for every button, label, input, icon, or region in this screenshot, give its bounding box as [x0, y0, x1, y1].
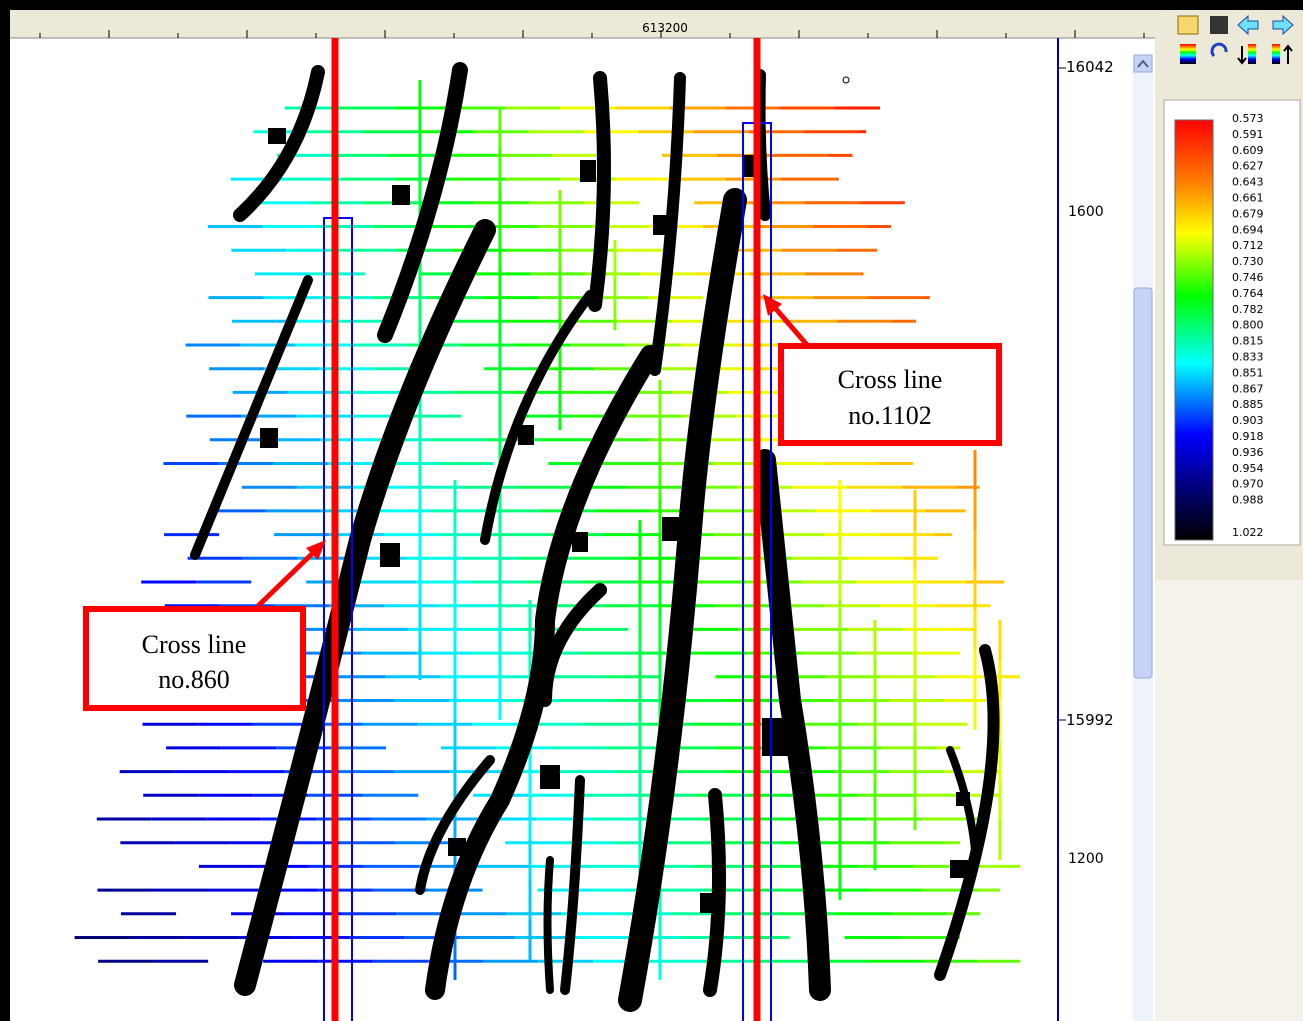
colorbar [1174, 119, 1214, 541]
fault [543, 856, 554, 994]
colorbar-label: 0.800 [1232, 319, 1264, 332]
colorbar-label: 0.918 [1232, 430, 1264, 443]
axis-label: 15992 [1066, 711, 1114, 729]
ruler-label: 613200 [642, 21, 688, 35]
save-button[interactable] [1210, 16, 1228, 34]
colorbar-label: 0.970 [1232, 478, 1264, 491]
axis-ticks [1058, 67, 1066, 721]
colorbar-label: 0.573 [1232, 112, 1264, 125]
fault [934, 644, 1000, 981]
callout-box [83, 606, 306, 711]
fault [377, 62, 468, 343]
colorbar-label: 0.694 [1232, 223, 1264, 236]
fault [538, 583, 607, 707]
open-button[interactable] [1177, 15, 1199, 35]
callout-text: no.1102 [848, 401, 932, 430]
panel-body [1155, 580, 1303, 1021]
fault [233, 65, 325, 222]
fault [560, 775, 585, 995]
arrow-head [763, 294, 782, 316]
fault [588, 71, 611, 312]
colorbar-label: 0.988 [1232, 494, 1264, 507]
fault [703, 788, 726, 997]
colorbar-label: 0.679 [1232, 207, 1264, 220]
undo-button[interactable] [1210, 42, 1228, 58]
sort-up-button[interactable] [1272, 44, 1280, 64]
ruler [10, 10, 1155, 38]
scroll-up[interactable] [1133, 54, 1153, 73]
colorbar-label: 0.730 [1232, 255, 1264, 268]
colorbar-label: 0.764 [1232, 287, 1264, 300]
colorbar-label: 0.661 [1232, 192, 1264, 205]
fault [425, 345, 660, 1000]
colorbar-label: 0.815 [1232, 335, 1264, 348]
sort-down-button[interactable] [1248, 44, 1256, 64]
colorbar-label: 0.627 [1232, 160, 1264, 173]
ruler-ticks [39, 30, 1145, 38]
toolbar [1177, 14, 1294, 65]
scroll-arrow [1137, 59, 1149, 68]
fault-tabs [260, 128, 970, 913]
fault [415, 755, 495, 895]
fault [754, 449, 831, 1001]
fault [649, 72, 686, 376]
color-button[interactable] [1180, 44, 1196, 64]
colorbar-label: 0.643 [1232, 176, 1264, 189]
forward-button[interactable] [1272, 14, 1294, 36]
callout-box [778, 343, 1002, 446]
colorbar-label: 0.782 [1232, 303, 1264, 316]
callout-arrow [768, 300, 810, 348]
axis-label: 16042 [1066, 58, 1114, 76]
scroll-thumb[interactable] [1133, 287, 1153, 679]
colorbar-label: 0.885 [1232, 398, 1264, 411]
colorbar-label: 0.903 [1232, 414, 1264, 427]
colorbar-label: 0.833 [1232, 351, 1264, 364]
colorbar-labels: 0.573 0.591 0.609 0.627 0.643 0.661 0.679 0.694… [1232, 112, 1264, 539]
fault [618, 188, 747, 1012]
callout-text: Cross line [838, 365, 943, 394]
colorbar-label: 0.867 [1232, 382, 1264, 395]
fault [480, 290, 595, 545]
colorbar-label: 1.022 [1232, 526, 1264, 539]
callout-arrow [256, 546, 320, 608]
fault [190, 275, 313, 560]
back-button[interactable] [1237, 14, 1259, 36]
faults [190, 62, 1000, 1012]
colorbar-label: 0.954 [1232, 462, 1264, 475]
axis-label: 1200 [1068, 851, 1104, 867]
fault [234, 219, 496, 996]
callout-text: no.860 [158, 665, 230, 694]
colorbar-label: 0.936 [1232, 446, 1264, 459]
colorbar-label: 0.746 [1232, 271, 1264, 284]
callout-text: Cross line [142, 630, 247, 659]
marker [842, 76, 850, 84]
colorbar-label: 0.609 [1232, 144, 1264, 157]
arrow-head [306, 540, 326, 560]
axis-label: 1600 [1068, 204, 1104, 220]
colorbar-label: 0.712 [1232, 239, 1264, 252]
colorbar-label: 0.851 [1232, 366, 1264, 379]
colorbar-label: 0.591 [1232, 128, 1264, 141]
